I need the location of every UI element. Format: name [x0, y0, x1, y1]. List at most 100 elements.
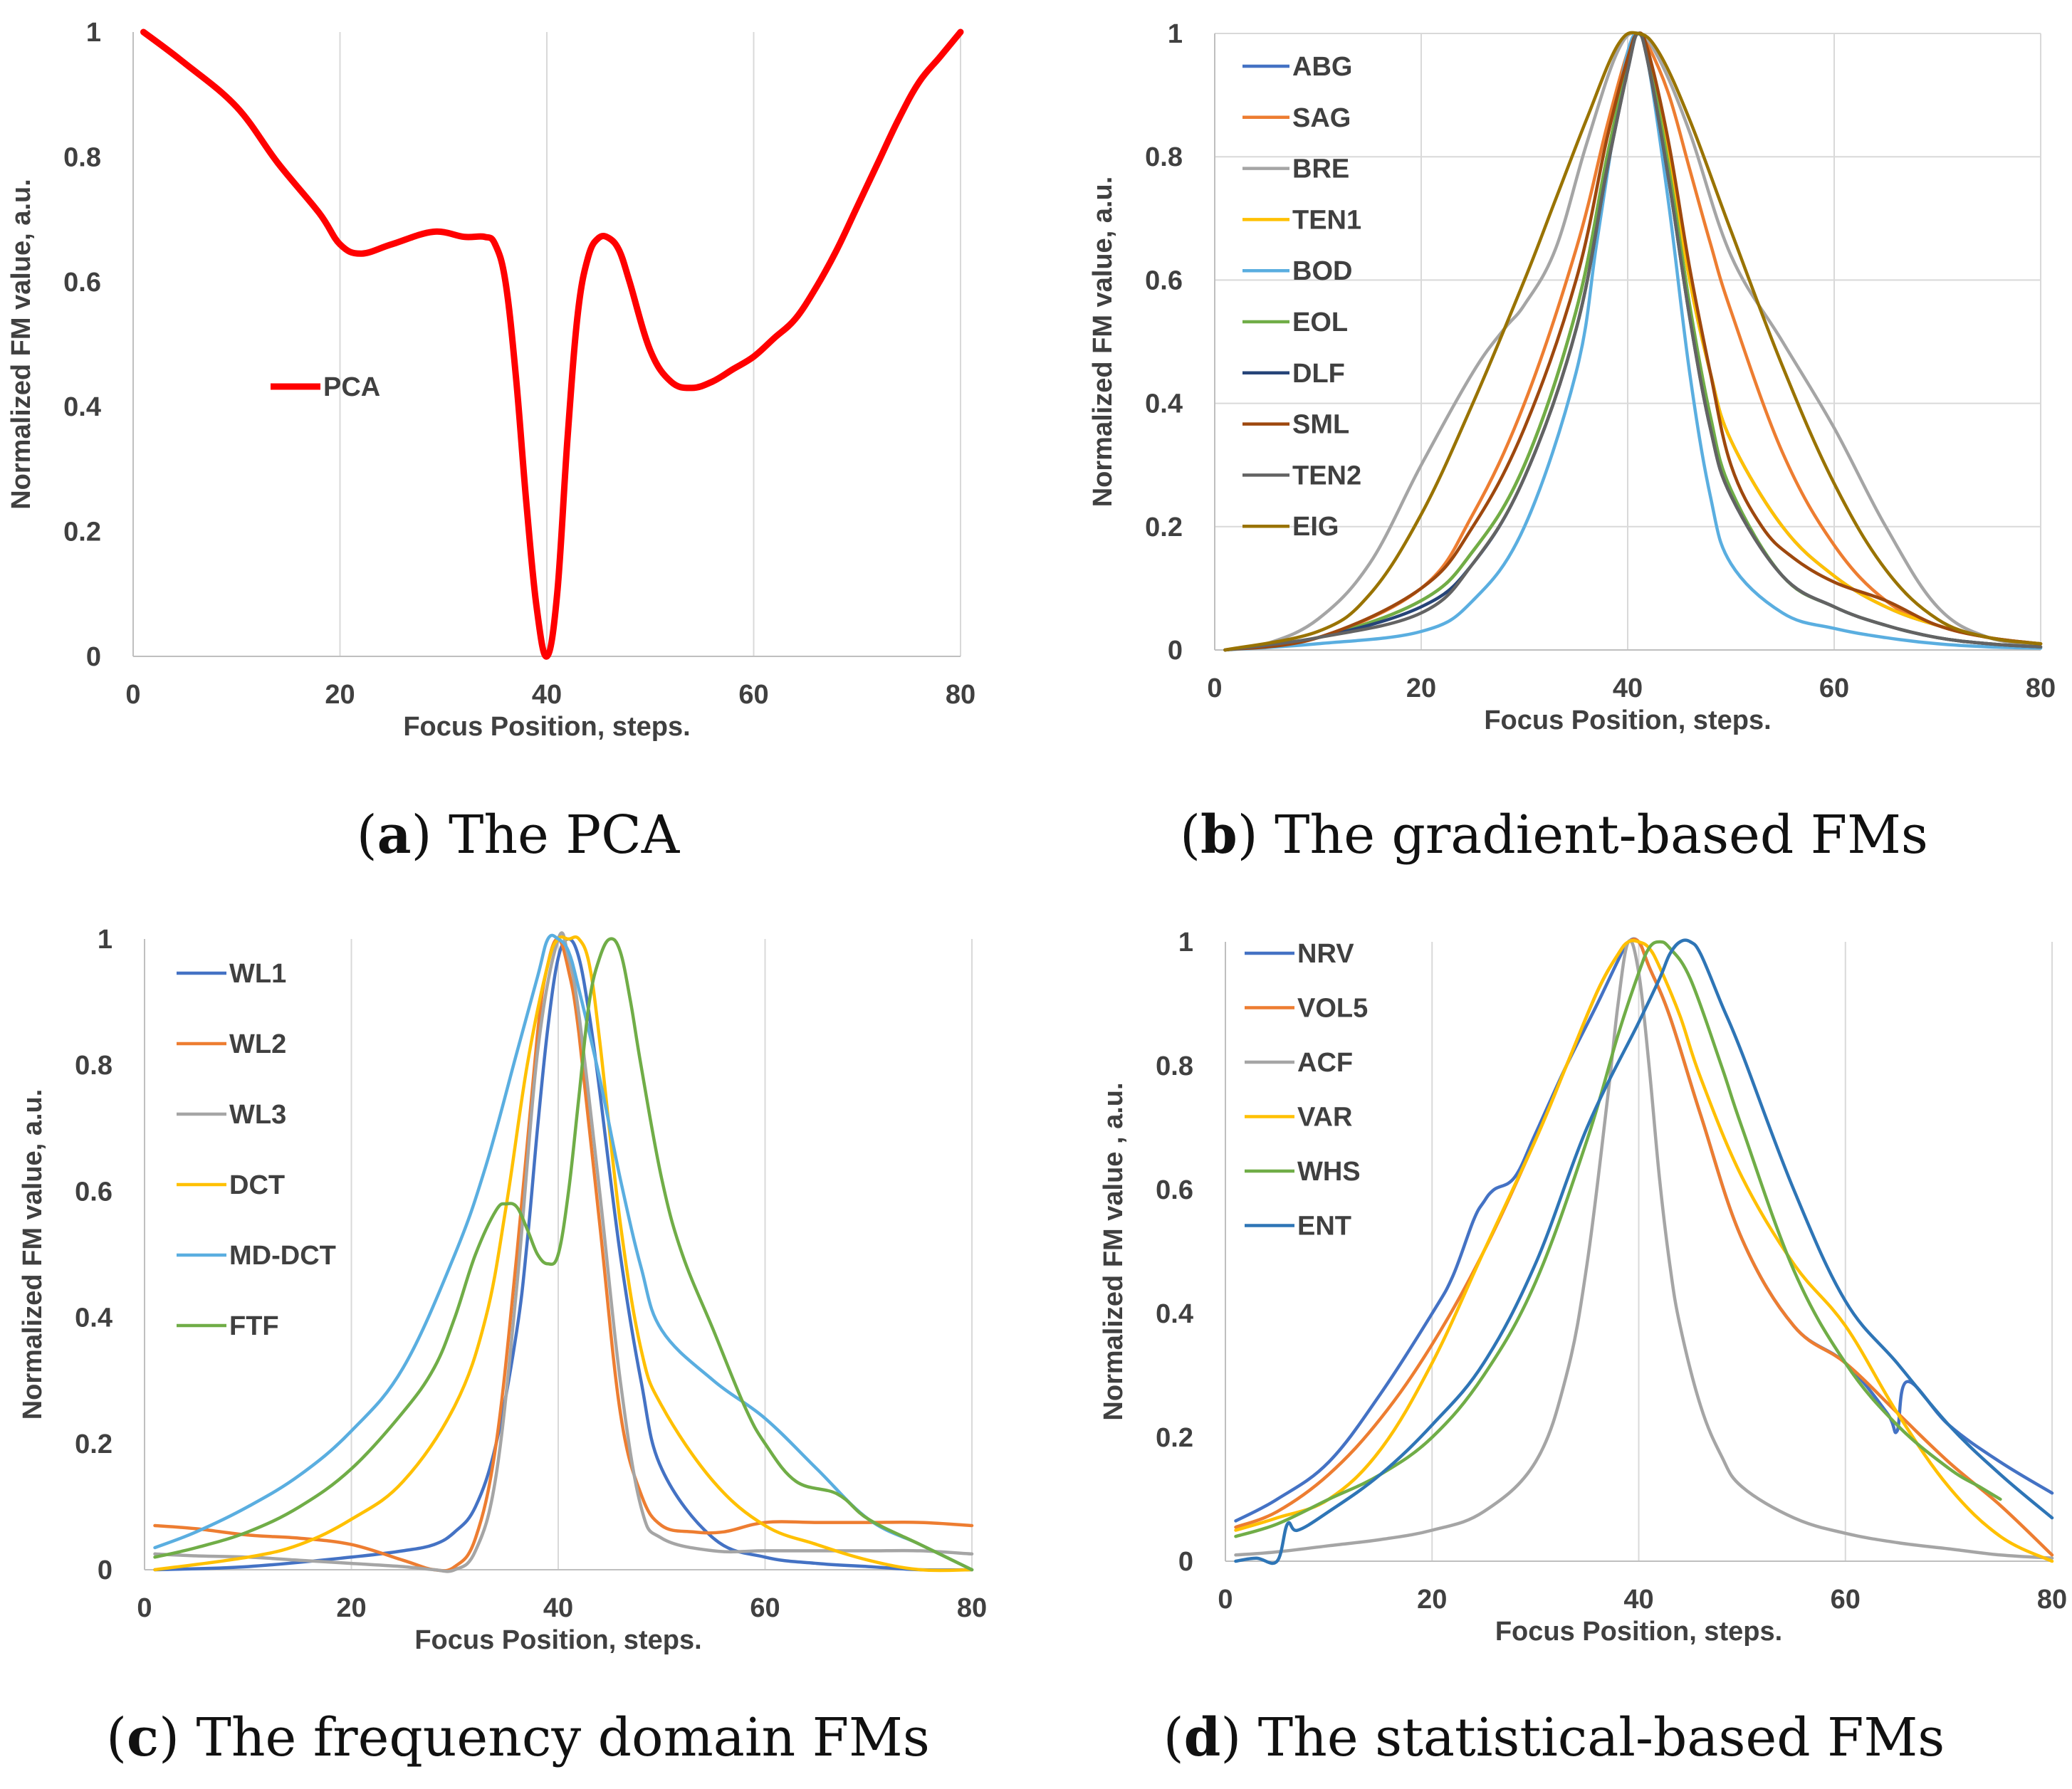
x-tick-label: 20 [325, 680, 355, 710]
chart-a: 0 20 40 60 80 0 0.2 0.4 0.6 0.8 1 Focus Position, s… [6, 18, 975, 742]
legend-label: VOL5 [1297, 994, 1368, 1024]
x-tick-label: 20 [1417, 1585, 1447, 1615]
caption-c: (c) The frequency domain FMs [106, 1707, 930, 1768]
legend-label: EOL [1292, 308, 1348, 337]
legend: WL1 WL2 WL3 DCT MD-DCT FTF [177, 959, 336, 1341]
legend-label: BOD [1292, 256, 1352, 286]
x-axis-label: Focus Position, steps. [403, 712, 690, 742]
y-tick-label: 1 [1178, 928, 1193, 958]
legend-label: NRV [1297, 939, 1354, 969]
legend-label: ABG [1292, 52, 1352, 82]
legend-label: WL2 [229, 1029, 286, 1059]
x-tick-label: 60 [738, 680, 768, 710]
x-tick-label: 40 [1623, 1585, 1653, 1615]
y-tick-label: 0.6 [63, 268, 101, 298]
y-tick-label: 0.2 [75, 1429, 113, 1459]
y-tick-label: 0.4 [1145, 389, 1183, 419]
y-tick-label: 0.6 [75, 1177, 113, 1207]
legend-label: FTF [229, 1311, 279, 1341]
y-tick-label: 1 [1168, 19, 1183, 49]
legend-label: SML [1292, 410, 1349, 440]
y-tick-label: 0.8 [1156, 1051, 1193, 1081]
y-tick-label: 0.8 [75, 1051, 113, 1081]
y-axis-label: Normalized FM value, a.u. [6, 179, 36, 510]
series-line-md-dct [153, 933, 974, 1572]
series-line-ent [1234, 938, 2054, 1565]
x-tick-label: 60 [750, 1593, 780, 1623]
y-tick-label: 1 [86, 18, 101, 48]
series-line-ten2 [1223, 31, 2043, 652]
series-line-var [1234, 938, 2054, 1563]
chart-b: 0 20 40 60 80 0 0.2 0.4 0.6 0.8 1 Focus Position, s… [1088, 19, 2056, 735]
legend: ABG SAG BRE TEN1 BOD EOL DLF SML TEN2 EIG [1242, 52, 1361, 542]
x-tick-label: 40 [532, 680, 562, 710]
legend: PCA [271, 372, 380, 402]
y-tick-label: 0.4 [75, 1303, 113, 1333]
x-tick-label: 40 [1613, 673, 1643, 703]
x-tick-label: 0 [1218, 1585, 1233, 1615]
legend-label: ENT [1297, 1212, 1351, 1242]
legend-label: SAG [1292, 103, 1351, 133]
x-tick-label: 80 [946, 680, 975, 710]
caption-d: (d) The statistical-based FMs [1163, 1707, 1945, 1768]
series-line-sag [1223, 31, 2043, 652]
gridlines [132, 32, 961, 656]
chart-d: 0 20 40 60 80 0 0.2 0.4 0.6 0.8 1 Focus Position, s… [1099, 928, 2067, 1647]
x-tick-label: 20 [336, 1593, 366, 1623]
caption-a: (a) The PCA [356, 804, 680, 866]
x-tick-label: 0 [1207, 673, 1222, 703]
series-line-sml [1223, 31, 2043, 652]
legend-label: TEN1 [1292, 205, 1361, 235]
legend: NRV VOL5 ACF VAR WHS ENT [1245, 939, 1368, 1242]
legend-label: VAR [1297, 1103, 1352, 1133]
legend-label: BRE [1292, 154, 1349, 184]
y-axis-label: Normalized FM value , a.u. [1099, 1082, 1129, 1420]
x-tick-label: 60 [1819, 673, 1849, 703]
y-tick-label: 1 [98, 925, 113, 955]
chart-c: 0 20 40 60 80 0 0.2 0.4 0.6 0.8 1 Focus Position, s… [18, 925, 987, 1655]
legend-label: EIG [1292, 512, 1339, 542]
caption-b: (b) The gradient-based FMs [1180, 804, 1928, 866]
y-tick-label: 0.4 [63, 392, 101, 422]
x-tick-label: 20 [1406, 673, 1436, 703]
x-tick-label: 40 [543, 1593, 573, 1623]
series-line-acf [1234, 939, 2054, 1560]
y-tick-label: 0.2 [1145, 513, 1183, 542]
series-line-bre [1223, 31, 2043, 652]
y-tick-label: 0.8 [1145, 142, 1183, 172]
x-tick-label: 0 [125, 680, 140, 710]
legend-label: ACF [1297, 1048, 1353, 1078]
legend-label: MD-DCT [229, 1241, 336, 1271]
y-tick-label: 0 [1178, 1547, 1193, 1577]
y-tick-label: 0.8 [63, 142, 101, 172]
y-tick-label: 0.4 [1156, 1299, 1193, 1329]
y-axis-label: Normalized FM value, a.u. [18, 1089, 48, 1420]
y-tick-label: 0 [86, 642, 101, 672]
x-tick-label: 80 [2026, 673, 2056, 703]
legend-label: WL3 [229, 1100, 286, 1130]
x-axis-label: Focus Position, steps. [414, 1625, 701, 1655]
x-tick-label: 80 [2037, 1585, 2067, 1615]
legend-label: DLF [1292, 359, 1345, 389]
y-tick-label: 0.2 [1156, 1423, 1193, 1453]
y-axis-label: Normalized FM value, a.u. [1088, 177, 1118, 508]
series-line-dct [153, 935, 974, 1573]
legend-label: DCT [229, 1170, 285, 1200]
x-tick-label: 0 [137, 1593, 152, 1623]
x-axis-label: Focus Position, steps. [1484, 705, 1771, 735]
legend-label: TEN2 [1292, 461, 1361, 490]
y-tick-label: 0.6 [1156, 1175, 1193, 1205]
legend-label: WL1 [229, 959, 286, 989]
series-line-ftf [153, 937, 974, 1572]
x-tick-label: 80 [957, 1593, 987, 1623]
gridlines [1225, 942, 2053, 1561]
y-tick-label: 0 [98, 1555, 113, 1585]
legend-label: WHS [1297, 1157, 1361, 1187]
series-line-eig [1223, 31, 2043, 652]
y-tick-label: 0 [1168, 636, 1183, 666]
x-axis-label: Focus Position, steps. [1495, 1617, 1782, 1647]
y-tick-label: 0.2 [63, 518, 101, 547]
y-tick-label: 0.6 [1145, 266, 1183, 295]
series-line-pca [140, 28, 964, 660]
